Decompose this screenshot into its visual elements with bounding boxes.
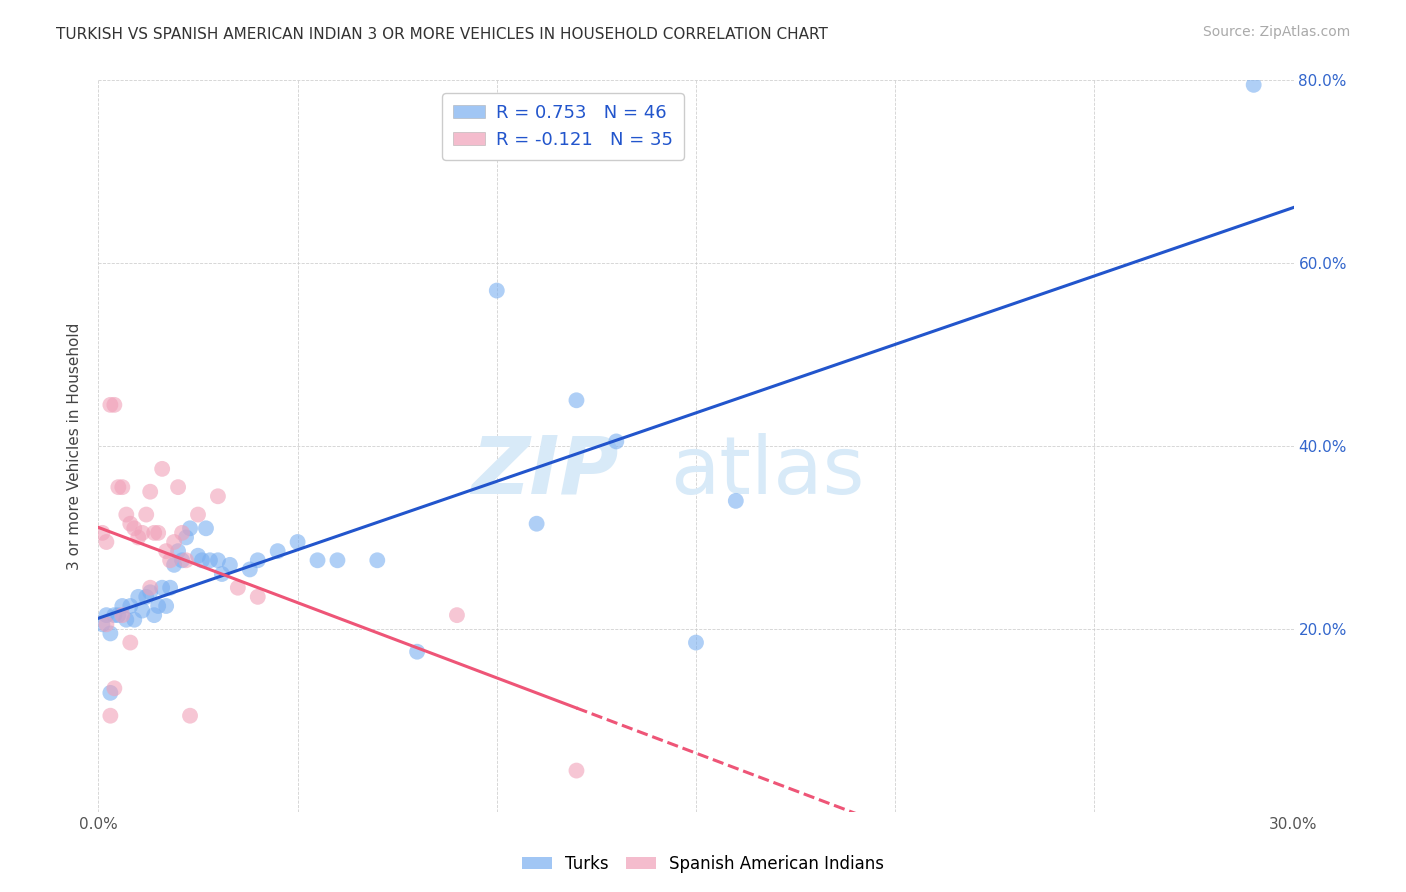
Point <box>195 521 218 535</box>
Point <box>172 553 194 567</box>
Point <box>120 599 142 613</box>
Point <box>150 462 173 476</box>
Point <box>111 599 134 613</box>
Y-axis label: 3 or more Vehicles in Household: 3 or more Vehicles in Household <box>67 322 83 570</box>
Point <box>107 608 129 623</box>
Point <box>207 489 229 503</box>
Point <box>96 535 118 549</box>
Point <box>219 558 242 572</box>
Point <box>115 613 138 627</box>
Point <box>187 508 209 522</box>
Point <box>115 508 138 522</box>
Point <box>96 608 118 623</box>
Text: TURKISH VS SPANISH AMERICAN INDIAN 3 OR MORE VEHICLES IN HOUSEHOLD CORRELATION C: TURKISH VS SPANISH AMERICAN INDIAN 3 OR … <box>56 27 828 42</box>
Point <box>307 553 329 567</box>
Point <box>103 608 125 623</box>
Point <box>150 581 173 595</box>
Point <box>107 480 129 494</box>
Point <box>131 603 153 617</box>
Point <box>120 516 142 531</box>
Point <box>167 544 190 558</box>
Point <box>103 681 125 696</box>
Point <box>239 562 262 576</box>
Point <box>143 525 166 540</box>
Point <box>159 581 181 595</box>
Point <box>685 635 707 649</box>
Point <box>198 553 221 567</box>
Point <box>111 608 134 623</box>
Point <box>406 645 429 659</box>
Point <box>124 613 146 627</box>
Point <box>98 686 122 700</box>
Point <box>191 553 214 567</box>
Point <box>143 608 166 623</box>
Point <box>135 590 157 604</box>
Point <box>155 544 177 558</box>
Point <box>246 553 269 567</box>
Point <box>91 617 114 632</box>
Legend: R = 0.753   N = 46, R = -0.121   N = 35: R = 0.753 N = 46, R = -0.121 N = 35 <box>441 93 685 160</box>
Point <box>139 585 162 599</box>
Point <box>172 525 194 540</box>
Point <box>366 553 388 567</box>
Point <box>98 398 122 412</box>
Point <box>174 553 197 567</box>
Point <box>605 434 627 449</box>
Point <box>526 516 548 531</box>
Point <box>446 608 468 623</box>
Point <box>226 581 249 595</box>
Point <box>207 553 229 567</box>
Point <box>287 535 309 549</box>
Point <box>565 764 588 778</box>
Point <box>98 708 122 723</box>
Text: Source: ZipAtlas.com: Source: ZipAtlas.com <box>1202 25 1350 39</box>
Point <box>565 393 588 408</box>
Point <box>174 530 197 544</box>
Point <box>724 494 747 508</box>
Point <box>187 549 209 563</box>
Point <box>159 553 181 567</box>
Point <box>135 508 157 522</box>
Point <box>124 521 146 535</box>
Point <box>267 544 290 558</box>
Point <box>120 635 142 649</box>
Point <box>1243 78 1265 92</box>
Point <box>139 581 162 595</box>
Point <box>98 626 122 640</box>
Point <box>139 484 162 499</box>
Point <box>163 535 186 549</box>
Point <box>163 558 186 572</box>
Point <box>167 480 190 494</box>
Point <box>148 525 170 540</box>
Point <box>211 567 233 582</box>
Text: ZIP: ZIP <box>471 433 619 510</box>
Legend: Turks, Spanish American Indians: Turks, Spanish American Indians <box>516 848 890 880</box>
Text: atlas: atlas <box>671 433 865 510</box>
Point <box>179 521 201 535</box>
Point <box>326 553 349 567</box>
Point <box>131 525 153 540</box>
Point <box>111 480 134 494</box>
Point <box>485 284 508 298</box>
Point <box>148 599 170 613</box>
Point <box>179 708 201 723</box>
Point <box>103 398 125 412</box>
Point <box>91 525 114 540</box>
Point <box>155 599 177 613</box>
Point <box>96 617 118 632</box>
Point <box>127 530 149 544</box>
Point <box>246 590 269 604</box>
Point <box>127 590 149 604</box>
